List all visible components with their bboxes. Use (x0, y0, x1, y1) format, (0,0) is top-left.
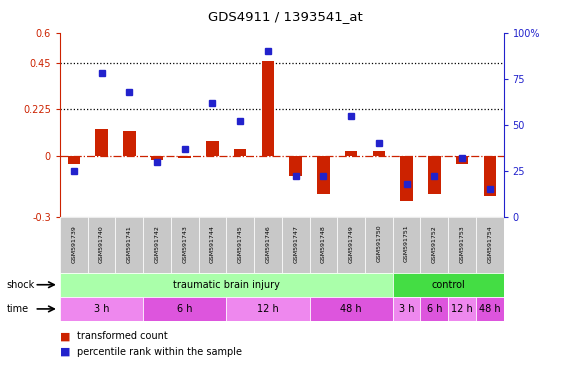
Bar (289, 156, 302, 176)
Bar (400, 156, 413, 200)
Bar (476, 217, 504, 273)
Bar (226, 297, 309, 321)
Bar (428, 156, 441, 194)
Bar (60, 297, 143, 321)
Text: shock: shock (7, 280, 35, 290)
Bar (206, 141, 219, 156)
Bar (420, 217, 448, 273)
Text: traumatic brain injury: traumatic brain injury (173, 280, 280, 290)
Text: GSM591751: GSM591751 (404, 225, 409, 263)
Text: GSM591745: GSM591745 (238, 225, 243, 263)
Bar (262, 61, 274, 156)
Text: 6 h: 6 h (177, 304, 192, 314)
Bar (254, 217, 282, 273)
Text: GSM591744: GSM591744 (210, 225, 215, 263)
Bar (476, 297, 504, 321)
Text: percentile rank within the sample: percentile rank within the sample (77, 347, 242, 357)
Bar (60, 273, 393, 297)
Bar (337, 217, 365, 273)
Bar (143, 217, 171, 273)
Bar (393, 273, 504, 297)
Text: GDS4911 / 1393541_at: GDS4911 / 1393541_at (208, 10, 363, 23)
Text: 3 h: 3 h (94, 304, 109, 314)
Bar (226, 217, 254, 273)
Text: GSM591753: GSM591753 (460, 225, 465, 263)
Text: 6 h: 6 h (427, 304, 442, 314)
Bar (88, 217, 115, 273)
Bar (373, 151, 385, 156)
Text: 48 h: 48 h (479, 304, 501, 314)
Text: GSM591746: GSM591746 (266, 225, 271, 263)
Bar (365, 217, 393, 273)
Bar (456, 156, 468, 164)
Text: GSM591739: GSM591739 (71, 225, 77, 263)
Bar (115, 217, 143, 273)
Text: GSM591742: GSM591742 (155, 225, 159, 263)
Text: GSM591750: GSM591750 (376, 225, 381, 263)
Bar (448, 297, 476, 321)
Bar (282, 217, 309, 273)
Text: GSM591754: GSM591754 (487, 225, 492, 263)
Bar (345, 151, 357, 156)
Bar (420, 297, 448, 321)
Bar (317, 156, 329, 194)
Text: GSM591752: GSM591752 (432, 225, 437, 263)
Text: 3 h: 3 h (399, 304, 415, 314)
Bar (143, 297, 226, 321)
Bar (393, 297, 420, 321)
Text: GSM591748: GSM591748 (321, 225, 326, 263)
Bar (234, 149, 247, 156)
Text: GSM591740: GSM591740 (99, 225, 104, 263)
Text: 48 h: 48 h (340, 304, 362, 314)
Text: GSM591747: GSM591747 (293, 225, 298, 263)
Bar (123, 131, 135, 156)
Text: time: time (7, 304, 29, 314)
Bar (95, 129, 108, 156)
Text: GSM591749: GSM591749 (349, 225, 353, 263)
Bar (151, 156, 163, 160)
Bar (67, 156, 80, 164)
Text: 12 h: 12 h (451, 304, 473, 314)
Bar (309, 217, 337, 273)
Bar (60, 217, 88, 273)
Bar (309, 297, 393, 321)
Text: 12 h: 12 h (257, 304, 279, 314)
Bar (448, 217, 476, 273)
Text: control: control (431, 280, 465, 290)
Bar (484, 156, 496, 197)
Text: ■: ■ (60, 331, 70, 341)
Text: GSM591741: GSM591741 (127, 225, 132, 263)
Text: transformed count: transformed count (77, 331, 168, 341)
Text: ■: ■ (60, 347, 70, 357)
Bar (393, 217, 420, 273)
Bar (179, 156, 191, 157)
Bar (199, 217, 226, 273)
Text: GSM591743: GSM591743 (182, 225, 187, 263)
Bar (171, 217, 199, 273)
